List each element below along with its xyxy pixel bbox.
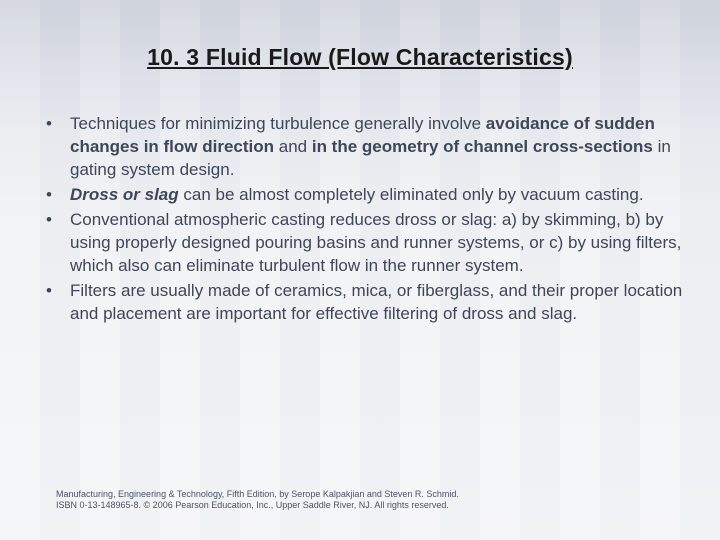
text-segment: and	[274, 137, 312, 156]
slide-title: 10. 3 Fluid Flow (Flow Characteristics)	[34, 44, 686, 71]
text-segment: Conventional atmospheric casting reduces…	[70, 210, 681, 275]
text-segment: Filters are usually made of ceramics, mi…	[70, 281, 682, 323]
footer-line-1: Manufacturing, Engineering & Technology,…	[56, 489, 664, 501]
text-segment: Dross or slag	[70, 185, 179, 204]
bullet-item: Filters are usually made of ceramics, mi…	[40, 280, 686, 326]
bullet-item: Techniques for minimizing turbulence gen…	[40, 113, 686, 182]
text-segment: Techniques for minimizing turbulence gen…	[70, 114, 486, 133]
footer-line-2: ISBN 0-13-148965-8. © 2006 Pearson Educa…	[56, 500, 664, 512]
slide: 10. 3 Fluid Flow (Flow Characteristics) …	[0, 0, 720, 540]
bullet-item: Conventional atmospheric casting reduces…	[40, 209, 686, 278]
text-segment: can be almost completely eliminated only…	[179, 185, 644, 204]
bullet-list: Techniques for minimizing turbulence gen…	[34, 113, 686, 325]
footer: Manufacturing, Engineering & Technology,…	[56, 489, 664, 512]
bullet-item: Dross or slag can be almost completely e…	[40, 184, 686, 207]
text-segment: in the geometry of channel cross-section…	[312, 137, 653, 156]
